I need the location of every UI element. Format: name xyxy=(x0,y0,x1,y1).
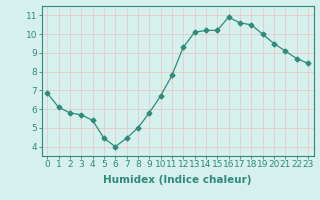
X-axis label: Humidex (Indice chaleur): Humidex (Indice chaleur) xyxy=(103,175,252,185)
